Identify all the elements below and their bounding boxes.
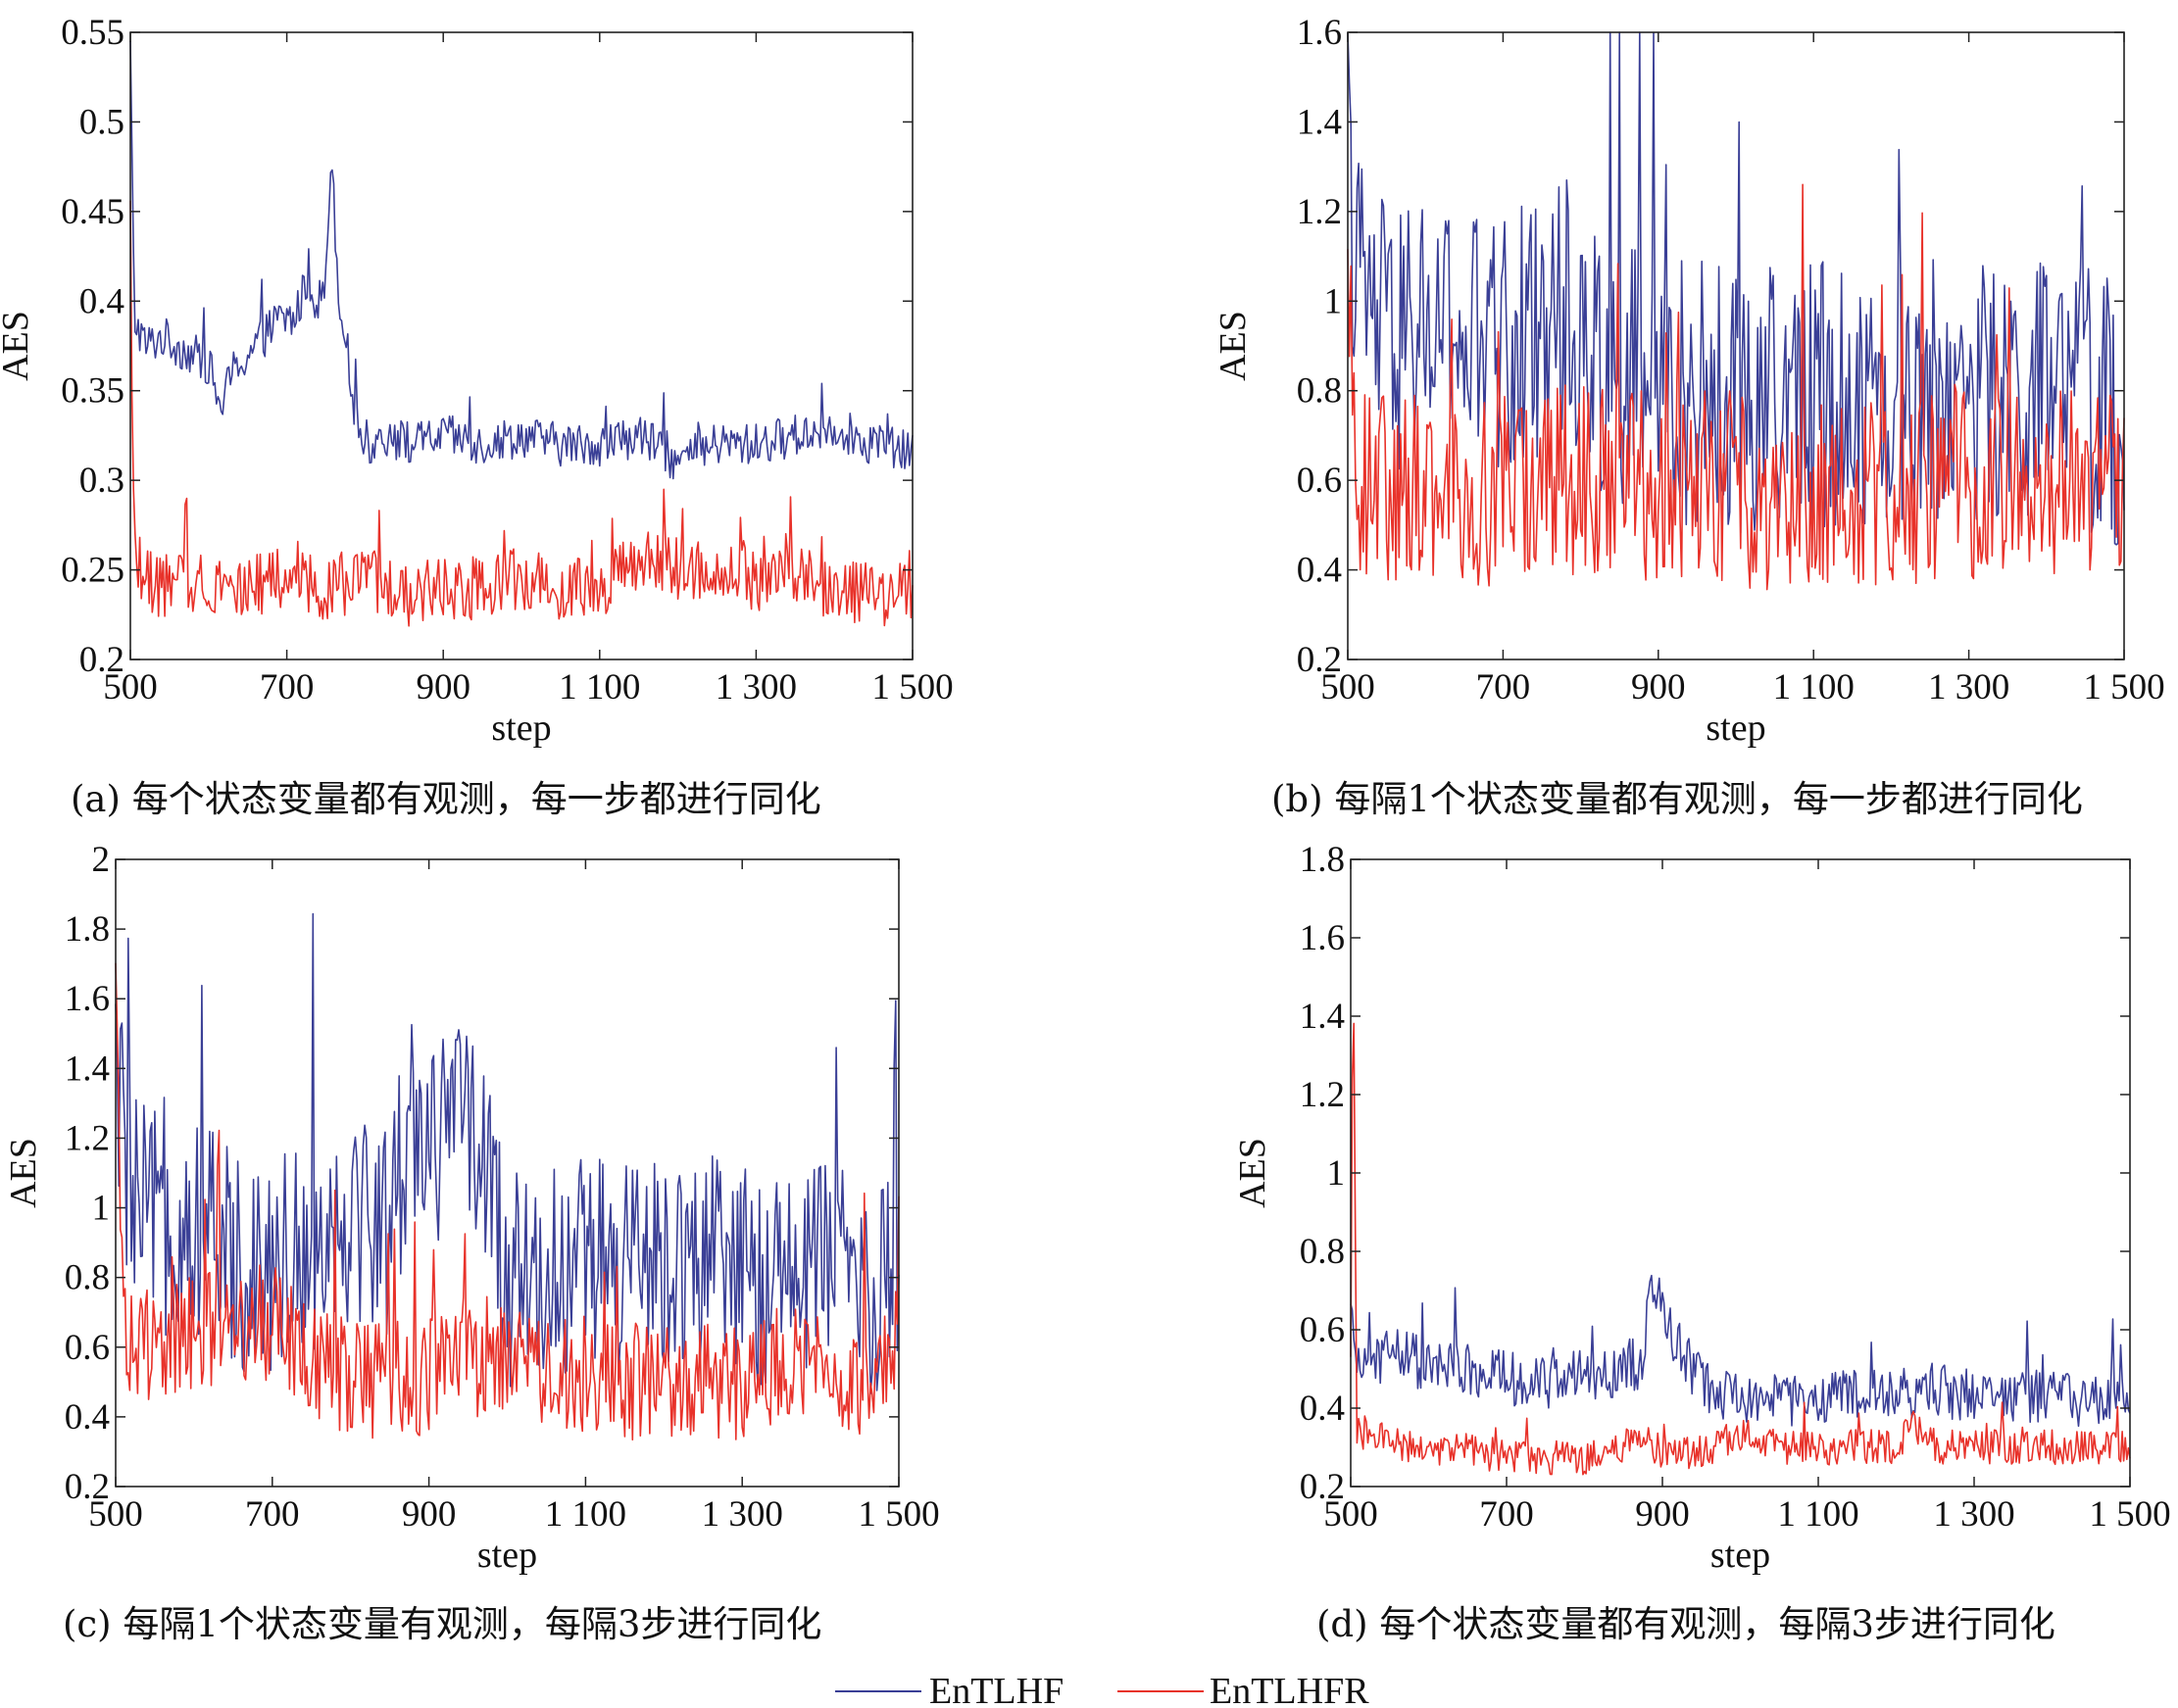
x-tick-label: 1 500 [871,667,953,708]
chart-panel-d: 500 700 900 1 100 1 300 1 500 0.2 0.4 0.6 0.8 1 1.2… [1232,840,2171,1645]
y-tick-label: 0.45 [61,192,124,232]
y-tick-label: 0.2 [1297,640,1342,680]
x-tick-label: 1 500 [2083,667,2164,708]
y-axis-label: AES [3,1138,44,1208]
y-tick-label: 0.8 [1300,1232,1345,1272]
x-axis-label: step [491,708,551,749]
y-axis-label: AES [1213,311,1254,381]
y-tick-label: 1.6 [1297,13,1342,53]
y-tick-label: 0.55 [61,13,124,53]
y-tick-label: 1.8 [1300,840,1345,880]
y-tick-label: 0.8 [1297,371,1342,412]
x-tick-label: 700 [1479,1494,1534,1535]
series-line-entlhfr [115,962,900,1440]
y-tick-label: 0.6 [1297,461,1342,501]
x-tick-label: 900 [402,1494,457,1535]
x-tick-label: 1 300 [702,1494,783,1535]
x-tick-label: 1 500 [2089,1494,2170,1535]
series-line-entlhfr [129,200,914,627]
y-tick-label: 0.4 [1297,551,1342,591]
y-tick-label: 1.4 [1297,102,1342,142]
series-line-entlhf [129,40,914,480]
panel-caption: (a) 每个状态变量都有观测，每一步都进行同化 [71,778,821,820]
y-tick-label: 0.3 [79,461,124,501]
legend: EnTLHF EnTLHFR [835,1671,1369,1708]
legend-label-entlhfr: EnTLHFR [1210,1671,1369,1708]
y-tick-label: 2 [92,840,111,880]
y-tick-label: 0.5 [79,102,124,142]
x-tick-label: 700 [260,667,315,708]
y-tick-label: 1 [1327,1153,1346,1194]
y-tick-label: 0.35 [61,371,124,412]
y-axis-label: AES [1232,1138,1273,1208]
series-line-entlhf [1347,31,2125,546]
y-tick-label: 1.4 [65,1049,110,1089]
x-tick-label: 1 300 [1928,667,2009,708]
plot-frame [1350,858,2131,1488]
y-tick-label: 0.25 [61,551,124,591]
chart-panels: 500 700 900 1 100 1 300 1 5000.20.250.30.350.… [0,13,2171,1645]
panel-caption: (b) 每隔1个状态变量都有观测，每一步都进行同化 [1271,778,2083,820]
series-line-entlhfr [1347,183,2125,591]
x-tick-label: 1 300 [716,667,797,708]
y-tick-label: 0.2 [1300,1467,1345,1507]
series-line-entlhf [115,912,900,1394]
y-tick-label: 1.2 [1300,1075,1345,1115]
y-tick-label: 1.4 [1300,997,1345,1037]
x-tick-label: 500 [1320,667,1375,708]
series-line-entlhf [1350,1274,2131,1428]
x-axis-label: step [477,1535,537,1576]
plot-frame [1347,31,2125,660]
legend-label-entlhf: EnTLHF [929,1671,1064,1708]
x-tick-label: 1 100 [1773,667,1855,708]
y-tick-label: 0.6 [1300,1310,1345,1350]
plot-frame [129,31,914,660]
x-tick-label: 500 [103,667,158,708]
chart-panel-b: 500 700 900 1 100 1 300 1 500 0.2 0.4 0.6 0.8 1 1.2… [1213,13,2165,820]
x-tick-label: 700 [245,1494,300,1535]
x-tick-label: 1 300 [1933,1494,2014,1535]
y-tick-label: 0.8 [65,1258,110,1298]
y-tick-label: 1.2 [65,1118,110,1158]
x-tick-label: 1 500 [858,1494,939,1535]
x-tick-label: 900 [416,667,470,708]
y-axis-label: AES [0,311,36,381]
y-tick-label: 0.6 [65,1328,110,1368]
y-tick-label: 1 [92,1189,111,1229]
y-tick-label: 1.6 [65,979,110,1019]
x-axis-label: step [1710,1535,1770,1576]
series-line-entlhfr [1350,1022,2131,1476]
x-tick-label: 500 [1323,1494,1378,1535]
y-tick-label: 0.4 [65,1397,110,1438]
y-tick-label: 0.4 [79,281,124,321]
y-tick-label: 1 [1324,281,1343,321]
plot-frame [115,858,900,1488]
x-tick-label: 500 [88,1494,143,1535]
x-tick-label: 1 100 [1777,1494,1858,1535]
panel-caption: (d) 每个状态变量都有观测，每隔3步进行同化 [1316,1603,2055,1645]
x-tick-label: 1 100 [545,1494,626,1535]
x-tick-label: 700 [1476,667,1531,708]
y-tick-label: 0.2 [79,640,124,680]
x-axis-label: step [1706,708,1765,749]
panel-caption: (c) 每隔1个状态变量有观测，每隔3步进行同化 [63,1603,821,1645]
y-tick-label: 1.6 [1300,918,1345,958]
y-tick-label: 1.2 [1297,192,1342,232]
y-tick-label: 0.2 [65,1467,110,1507]
chart-panel-a: 500 700 900 1 100 1 300 1 500 0.2 0.25 0.3 0.35 0.… [0,13,954,820]
chart-panel-c: 500 700 900 1 100 1 300 1 500 0.2 0.4 0.6 0.8 1 1.2… [3,840,940,1645]
x-tick-label: 1 100 [559,667,640,708]
x-tick-label: 900 [1635,1494,1690,1535]
y-tick-label: 0.4 [1300,1389,1345,1429]
y-tick-label: 1.8 [65,909,110,950]
x-tick-label: 900 [1631,667,1686,708]
